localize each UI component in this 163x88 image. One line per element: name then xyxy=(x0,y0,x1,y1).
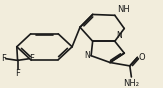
Text: N: N xyxy=(84,51,90,60)
Text: F: F xyxy=(1,54,6,63)
Text: N: N xyxy=(116,31,122,40)
Text: NH₂: NH₂ xyxy=(123,79,139,88)
Text: F: F xyxy=(30,54,34,63)
Text: F: F xyxy=(15,69,20,78)
Text: NH: NH xyxy=(117,5,130,14)
Text: O: O xyxy=(139,53,146,62)
